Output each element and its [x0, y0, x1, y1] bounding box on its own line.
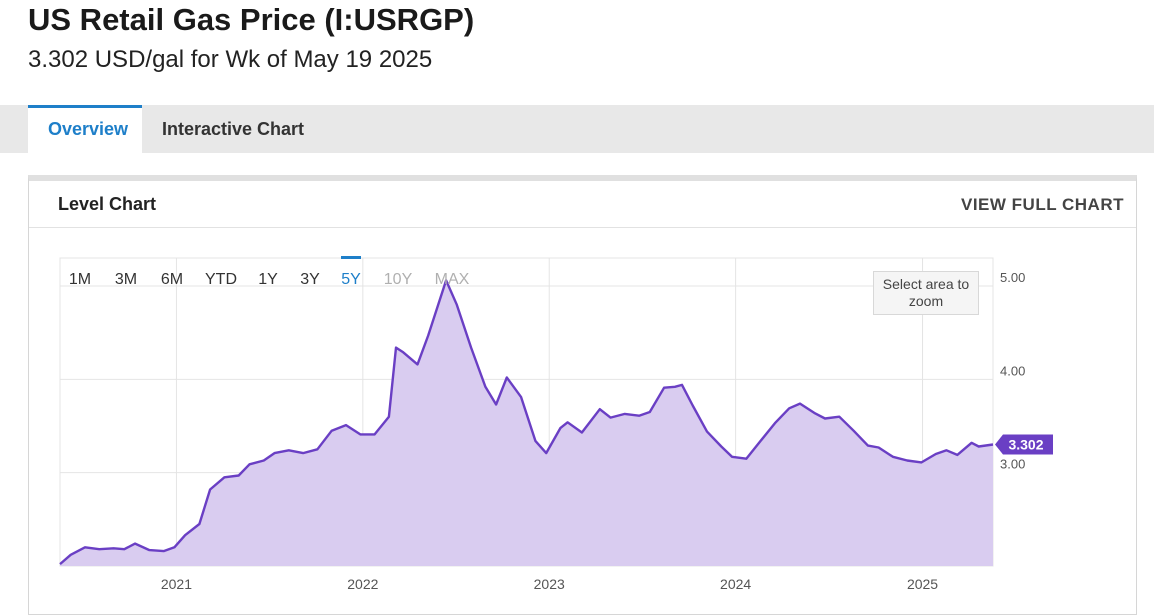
level-chart[interactable]: 5.00 4.00 3.00 2021 2022 2023 2024 2025 3.302 1M 3… [0, 0, 1154, 600]
x-tick-label: 2024 [720, 576, 751, 592]
range-button-3m[interactable]: 3M [115, 271, 137, 288]
tab-interactive-chart[interactable]: Interactive Chart [162, 119, 305, 139]
range-button-6m[interactable]: 6M [161, 271, 183, 288]
range-button-3y[interactable]: 3Y [300, 271, 320, 288]
x-tick-label: 2022 [347, 576, 378, 592]
tab-overview[interactable]: Overview [28, 105, 142, 156]
panel-header: Level Chart VIEW FULL CHART [29, 181, 1136, 228]
y-tick-label: 5.00 [1000, 270, 1025, 285]
page-subtitle: 3.302 USD/gal for Wk of May 19 2025 [28, 46, 433, 73]
range-button-1m[interactable]: 1M [69, 271, 91, 288]
range-button-10y: 10Y [384, 271, 413, 288]
last-value-label: 3.302 [1008, 436, 1043, 452]
x-tick-label: 2025 [907, 576, 938, 592]
range-button-5y[interactable]: 5Y [341, 271, 361, 288]
page-title: US Retail Gas Price (I:USRGP) [28, 2, 475, 37]
x-tick-label: 2021 [161, 576, 192, 592]
panel-title: Level Chart [58, 194, 157, 214]
range-button-max: MAX [435, 271, 470, 288]
range-active-indicator [341, 256, 361, 259]
y-tick-label: 4.00 [1000, 363, 1025, 378]
series-line [59, 279, 994, 566]
range-button-ytd[interactable]: YTD [205, 271, 237, 288]
zoom-hint: Select area to zoom [873, 271, 979, 315]
last-value-badge [995, 434, 1053, 455]
y-tick-label: 3.00 [1000, 457, 1025, 472]
x-tick-label: 2023 [534, 576, 565, 592]
series-area [60, 280, 993, 566]
view-full-chart-link[interactable]: VIEW FULL CHART [960, 195, 1124, 214]
range-button-1y[interactable]: 1Y [258, 271, 278, 288]
tab-bar: Overview Interactive Chart [0, 105, 1154, 156]
